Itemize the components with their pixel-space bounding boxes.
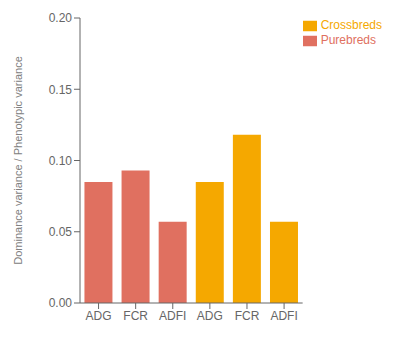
svg-text:Dominance variance / Phenotypi: Dominance variance / Phenotypic variance — [12, 56, 24, 265]
svg-text:ADFI: ADFI — [270, 309, 297, 323]
svg-text:ADFI: ADFI — [159, 309, 186, 323]
svg-text:ADG: ADG — [197, 309, 223, 323]
svg-text:0.05: 0.05 — [49, 225, 73, 239]
svg-text:ADG: ADG — [86, 309, 112, 323]
svg-text:0.20: 0.20 — [49, 11, 73, 25]
svg-text:0.00: 0.00 — [49, 296, 73, 310]
svg-text:FCR: FCR — [235, 309, 260, 323]
svg-text:0.15: 0.15 — [49, 83, 73, 97]
svg-text:0.10: 0.10 — [49, 154, 73, 168]
html-text:Crossbreds: Crossbreds — [320, 18, 382, 32]
svg-text:FCR: FCR — [123, 309, 148, 323]
html-text:Purebreds: Purebreds — [320, 32, 376, 47]
